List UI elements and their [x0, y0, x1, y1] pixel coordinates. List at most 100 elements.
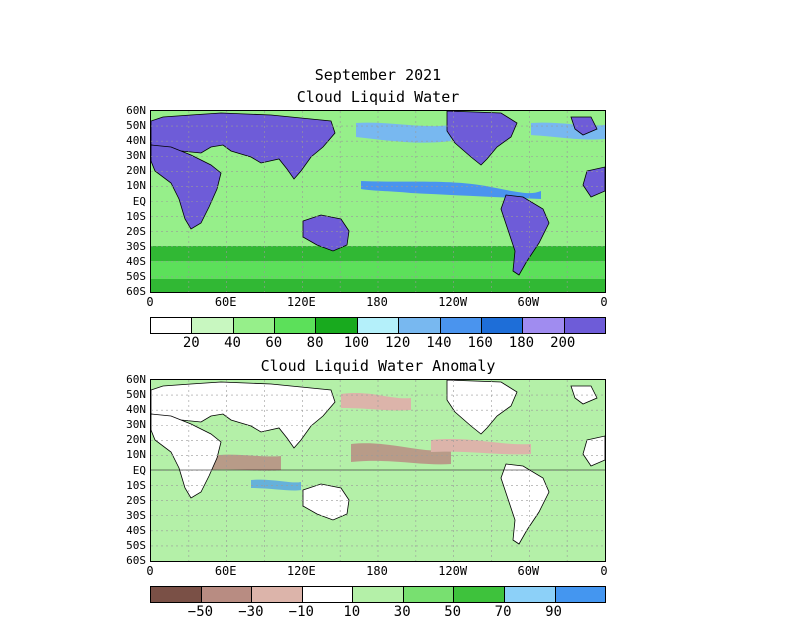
figure-title: September 2021 — [314, 66, 442, 84]
graticule — [151, 111, 605, 292]
lon-label: 120W — [438, 564, 468, 578]
lat-label: 40S — [126, 523, 146, 537]
colorbar-label: 120 — [384, 335, 411, 351]
top-map-title: Cloud Liquid Water — [296, 88, 460, 106]
lon-label: 60W — [517, 295, 540, 309]
lat-label: 40N — [126, 134, 146, 148]
colorbar-swatch — [151, 318, 193, 333]
lat-label: 20N — [126, 433, 146, 447]
bottom-colorbar — [150, 586, 606, 603]
colorbar-swatch — [151, 587, 202, 602]
colorbar-label: −10 — [288, 604, 314, 620]
lat-label: 40N — [126, 403, 146, 417]
bottom-map — [150, 379, 606, 562]
lat-label: 50N — [126, 388, 146, 402]
colorbar-swatch — [440, 318, 482, 333]
colorbar-swatch — [233, 318, 276, 333]
colorbar-label: 40 — [224, 335, 241, 351]
itcz-band — [361, 181, 541, 199]
top-colorbar — [150, 317, 606, 334]
colorbar-swatch — [201, 587, 253, 602]
lat-label: 10N — [126, 179, 146, 193]
colorbar-label: 20 — [182, 335, 200, 351]
lat-label: 30S — [126, 508, 146, 522]
colorbar-label: 160 — [467, 335, 493, 351]
west-africa — [582, 435, 605, 467]
lat-label: 10N — [126, 448, 146, 462]
africa — [151, 144, 222, 230]
positive-anomaly-indian — [251, 479, 301, 491]
lat-label: 60S — [126, 285, 146, 298]
colorbar-swatch — [523, 318, 565, 333]
colorbar-label: −30 — [238, 604, 264, 620]
colorbar-label: 180 — [508, 335, 535, 351]
colorbar-swatch — [504, 587, 556, 602]
bottom-map-title: Cloud Liquid Water Anomaly — [260, 357, 496, 375]
lat-label: 50N — [126, 119, 146, 133]
colorbar-label: 50 — [444, 604, 462, 620]
lat-label: 60S — [126, 554, 146, 567]
colorbar-label: 100 — [343, 335, 370, 351]
colorbar-swatch — [481, 318, 524, 333]
lon-label: 60W — [517, 564, 540, 578]
colorbar-swatch — [357, 318, 400, 333]
colorbar-label: −50 — [187, 604, 214, 620]
colorbar-swatch — [252, 587, 303, 602]
south-america — [500, 194, 550, 276]
negative-anomaly-pacific — [351, 443, 451, 465]
greenland-europe — [570, 385, 598, 405]
lat-label: 60N — [126, 104, 146, 117]
lat-label: 30N — [126, 418, 146, 432]
lon-label: 0 — [146, 564, 154, 578]
lon-label: 120W — [438, 295, 468, 309]
lat-label: 30S — [126, 239, 146, 253]
colorbar-label: 200 — [550, 335, 576, 351]
eurasia — [151, 112, 336, 180]
west-africa — [582, 166, 605, 198]
north-america — [446, 380, 518, 435]
colorbar-swatch — [275, 318, 317, 333]
lat-label: 20S — [126, 493, 146, 507]
colorbar-swatch — [353, 587, 404, 602]
colorbar-label: 90 — [545, 604, 562, 620]
lat-label: 50S — [126, 269, 146, 283]
negative-anomaly-north-pacific — [341, 393, 411, 411]
colorbar-label: 80 — [306, 335, 324, 351]
colorbar-label: 60 — [265, 335, 283, 351]
colorbar-label: 70 — [494, 604, 512, 620]
lon-label: 120E — [286, 295, 316, 309]
north-pacific-band — [356, 122, 451, 143]
continents-bottom — [151, 380, 605, 545]
colorbar-swatch — [316, 318, 358, 333]
colorbar-label: 30 — [393, 604, 411, 620]
africa — [151, 413, 222, 499]
north-america — [446, 111, 518, 166]
lat-label: 40S — [126, 254, 146, 268]
southern-ocean-band-2 — [151, 261, 605, 279]
lat-label: 10S — [126, 209, 146, 223]
colorbar-label: 10 — [343, 604, 361, 620]
colorbar-swatch — [302, 587, 354, 602]
lon-label: 180 — [366, 564, 388, 578]
lon-label: 180 — [366, 295, 388, 309]
lat-label: 20S — [126, 224, 146, 238]
colorbar-swatch — [192, 318, 234, 333]
lon-label: 60E — [214, 295, 237, 309]
lat-label: 20N — [126, 164, 146, 178]
lon-label: 0 — [600, 564, 608, 578]
colorbar-label: 140 — [426, 335, 452, 351]
lat-label: EQ — [132, 194, 146, 208]
south-america — [500, 463, 550, 545]
negative-anomaly-indian — [211, 454, 281, 471]
colorbar-swatch — [403, 587, 455, 602]
lon-label: 0 — [600, 295, 608, 309]
negative-anomaly-atlantic — [431, 439, 531, 455]
lat-label: EQ — [132, 463, 146, 477]
eurasia — [151, 381, 336, 449]
colorbar-swatch — [564, 318, 605, 333]
lat-label: 10S — [126, 478, 146, 492]
colorbar-swatch — [454, 587, 505, 602]
lon-label: 120E — [286, 564, 316, 578]
lon-label: 60E — [214, 564, 237, 578]
colorbar-swatch — [399, 318, 441, 333]
